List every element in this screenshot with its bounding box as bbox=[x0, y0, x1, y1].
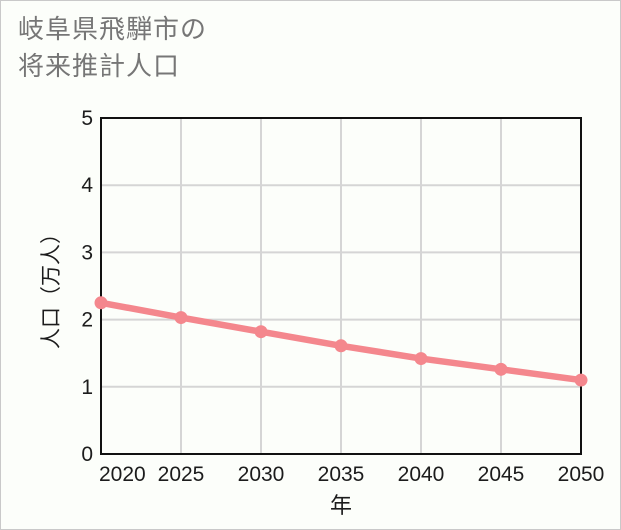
y-tick-label: 5 bbox=[81, 107, 93, 130]
x-tick-label: 2035 bbox=[318, 463, 365, 486]
y-tick-label: 4 bbox=[81, 174, 93, 197]
page-title: 岐阜県飛騨市の 将来推計人口 bbox=[18, 11, 207, 85]
x-axis-title: 年 bbox=[330, 493, 352, 518]
y-tick-label: 3 bbox=[81, 241, 93, 264]
data-point-marker bbox=[254, 325, 268, 339]
plot-border bbox=[100, 117, 582, 455]
data-point-marker bbox=[174, 311, 188, 325]
page-title-line1: 岐阜県飛騨市の bbox=[18, 14, 208, 44]
data-point-marker bbox=[494, 362, 508, 376]
data-point-marker bbox=[94, 296, 108, 310]
y-tick-label: 1 bbox=[81, 376, 93, 399]
gridlines bbox=[101, 118, 581, 454]
x-tick-label: 2045 bbox=[478, 463, 525, 486]
population-series bbox=[94, 296, 588, 387]
axis-frame bbox=[100, 117, 582, 455]
data-point-marker bbox=[574, 373, 588, 387]
x-tick-label: 2025 bbox=[158, 463, 205, 486]
data-point-marker bbox=[334, 339, 348, 353]
y-tick-label: 2 bbox=[81, 309, 93, 332]
x-tick-label: 2050 bbox=[558, 463, 605, 486]
data-point-marker bbox=[414, 352, 428, 366]
x-tick-label: 2020 bbox=[99, 463, 146, 486]
y-tick-label: 0 bbox=[81, 443, 93, 466]
tick-labels: 2020 2025 2030 2035 2040 2045 2050 0 1 2 3 4 5 bbox=[81, 107, 604, 486]
x-tick-label: 2030 bbox=[238, 463, 285, 486]
x-tick-label: 2040 bbox=[398, 463, 445, 486]
page-title-line2: 将来推計人口 bbox=[18, 51, 181, 81]
y-axis-title: 人口（万人） bbox=[40, 223, 63, 349]
